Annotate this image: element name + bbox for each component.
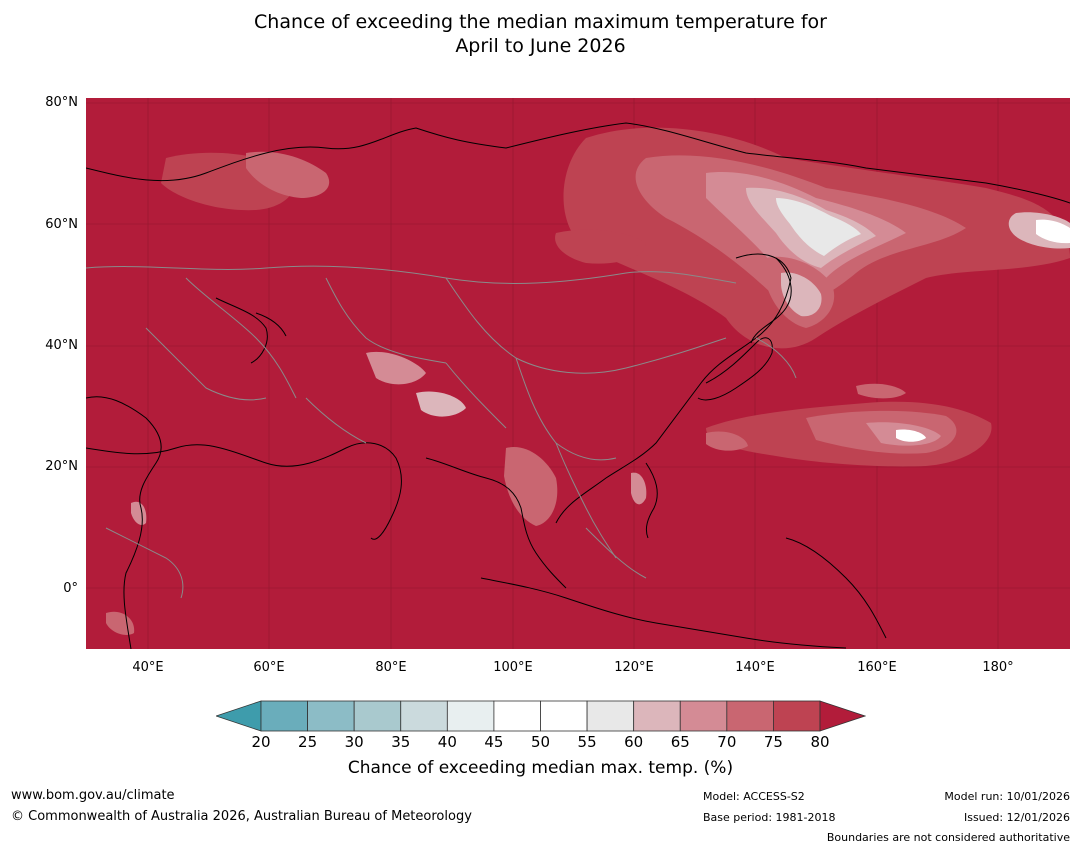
chart-title: Chance of exceeding the median maximum t… xyxy=(0,10,1081,58)
coastlines xyxy=(86,122,1070,649)
colorbar-tick-label: 25 xyxy=(298,733,318,751)
lat-label-0: 0° xyxy=(63,581,78,596)
lon-label-160e: 160°E xyxy=(857,660,897,675)
colorbar-tick-label: 65 xyxy=(670,733,690,751)
forecast-map xyxy=(86,98,1070,649)
colorbar-segment xyxy=(446,700,495,732)
issued-text: Issued: 12/01/2026 xyxy=(963,811,1070,824)
colorbar-tick-label: 80 xyxy=(810,733,830,751)
country-borders xyxy=(86,265,797,599)
colorbar-label: Chance of exceeding median max. temp. (%… xyxy=(347,758,734,778)
colorbar xyxy=(216,700,866,732)
colorbar-segment xyxy=(493,700,541,732)
base-period-text: Base period: 1981-2018 xyxy=(703,811,836,824)
colorbar-tick-label: 75 xyxy=(763,733,783,751)
lon-label-40e: 40°E xyxy=(132,660,164,675)
colorbar-tick-label: 20 xyxy=(251,733,271,751)
colorbar-segment xyxy=(540,700,588,732)
disclaimer-text: Boundaries are not considered authoritat… xyxy=(826,831,1070,844)
lat-label-20n: 20°N xyxy=(45,459,78,474)
colorbar-segment xyxy=(726,700,774,732)
colorbar-segment xyxy=(633,700,681,732)
colorbar-extend-high xyxy=(819,700,866,732)
colorbar-segment xyxy=(773,700,821,732)
website-link[interactable]: www.bom.gov.au/climate xyxy=(11,788,175,803)
lat-label-60n: 60°N xyxy=(45,217,78,232)
colorbar-tick-label: 35 xyxy=(391,733,411,751)
lon-label-60e: 60°E xyxy=(253,660,285,675)
title-line-2: April to June 2026 xyxy=(455,35,626,57)
lon-label-80e: 80°E xyxy=(375,660,407,675)
map-svg xyxy=(86,98,1070,649)
colorbar-tick-label: 70 xyxy=(717,733,737,751)
colorbar-tick-label: 30 xyxy=(344,733,364,751)
probability-patches xyxy=(106,127,1070,635)
model-run-text: Model run: 10/01/2026 xyxy=(944,790,1070,803)
colorbar-tick-label: 40 xyxy=(437,733,457,751)
colorbar-segment xyxy=(353,700,402,732)
title-line-1: Chance of exceeding the median maximum t… xyxy=(254,11,827,33)
copyright-text: © Commonwealth of Australia 2026, Austra… xyxy=(11,809,472,824)
lat-label-40n: 40°N xyxy=(45,338,78,353)
lon-label-100e: 100°E xyxy=(493,660,533,675)
colorbar-tick-label: 55 xyxy=(577,733,597,751)
colorbar-segment xyxy=(260,700,308,732)
colorbar-segment xyxy=(400,700,448,732)
lon-label-140e: 140°E xyxy=(735,660,775,675)
colorbar-segment xyxy=(679,700,728,732)
colorbar-extend-low xyxy=(216,700,262,732)
colorbar-tick-label: 45 xyxy=(484,733,504,751)
lon-label-120e: 120°E xyxy=(614,660,654,675)
colorbar-tick-label: 50 xyxy=(530,733,551,751)
colorbar-tick-label: 60 xyxy=(624,733,644,751)
colorbar-segment xyxy=(307,700,355,732)
colorbar-segment xyxy=(586,700,635,732)
model-text: Model: ACCESS-S2 xyxy=(703,790,805,803)
lon-label-180: 180° xyxy=(982,660,1014,675)
lat-label-80n: 80°N xyxy=(45,95,78,110)
